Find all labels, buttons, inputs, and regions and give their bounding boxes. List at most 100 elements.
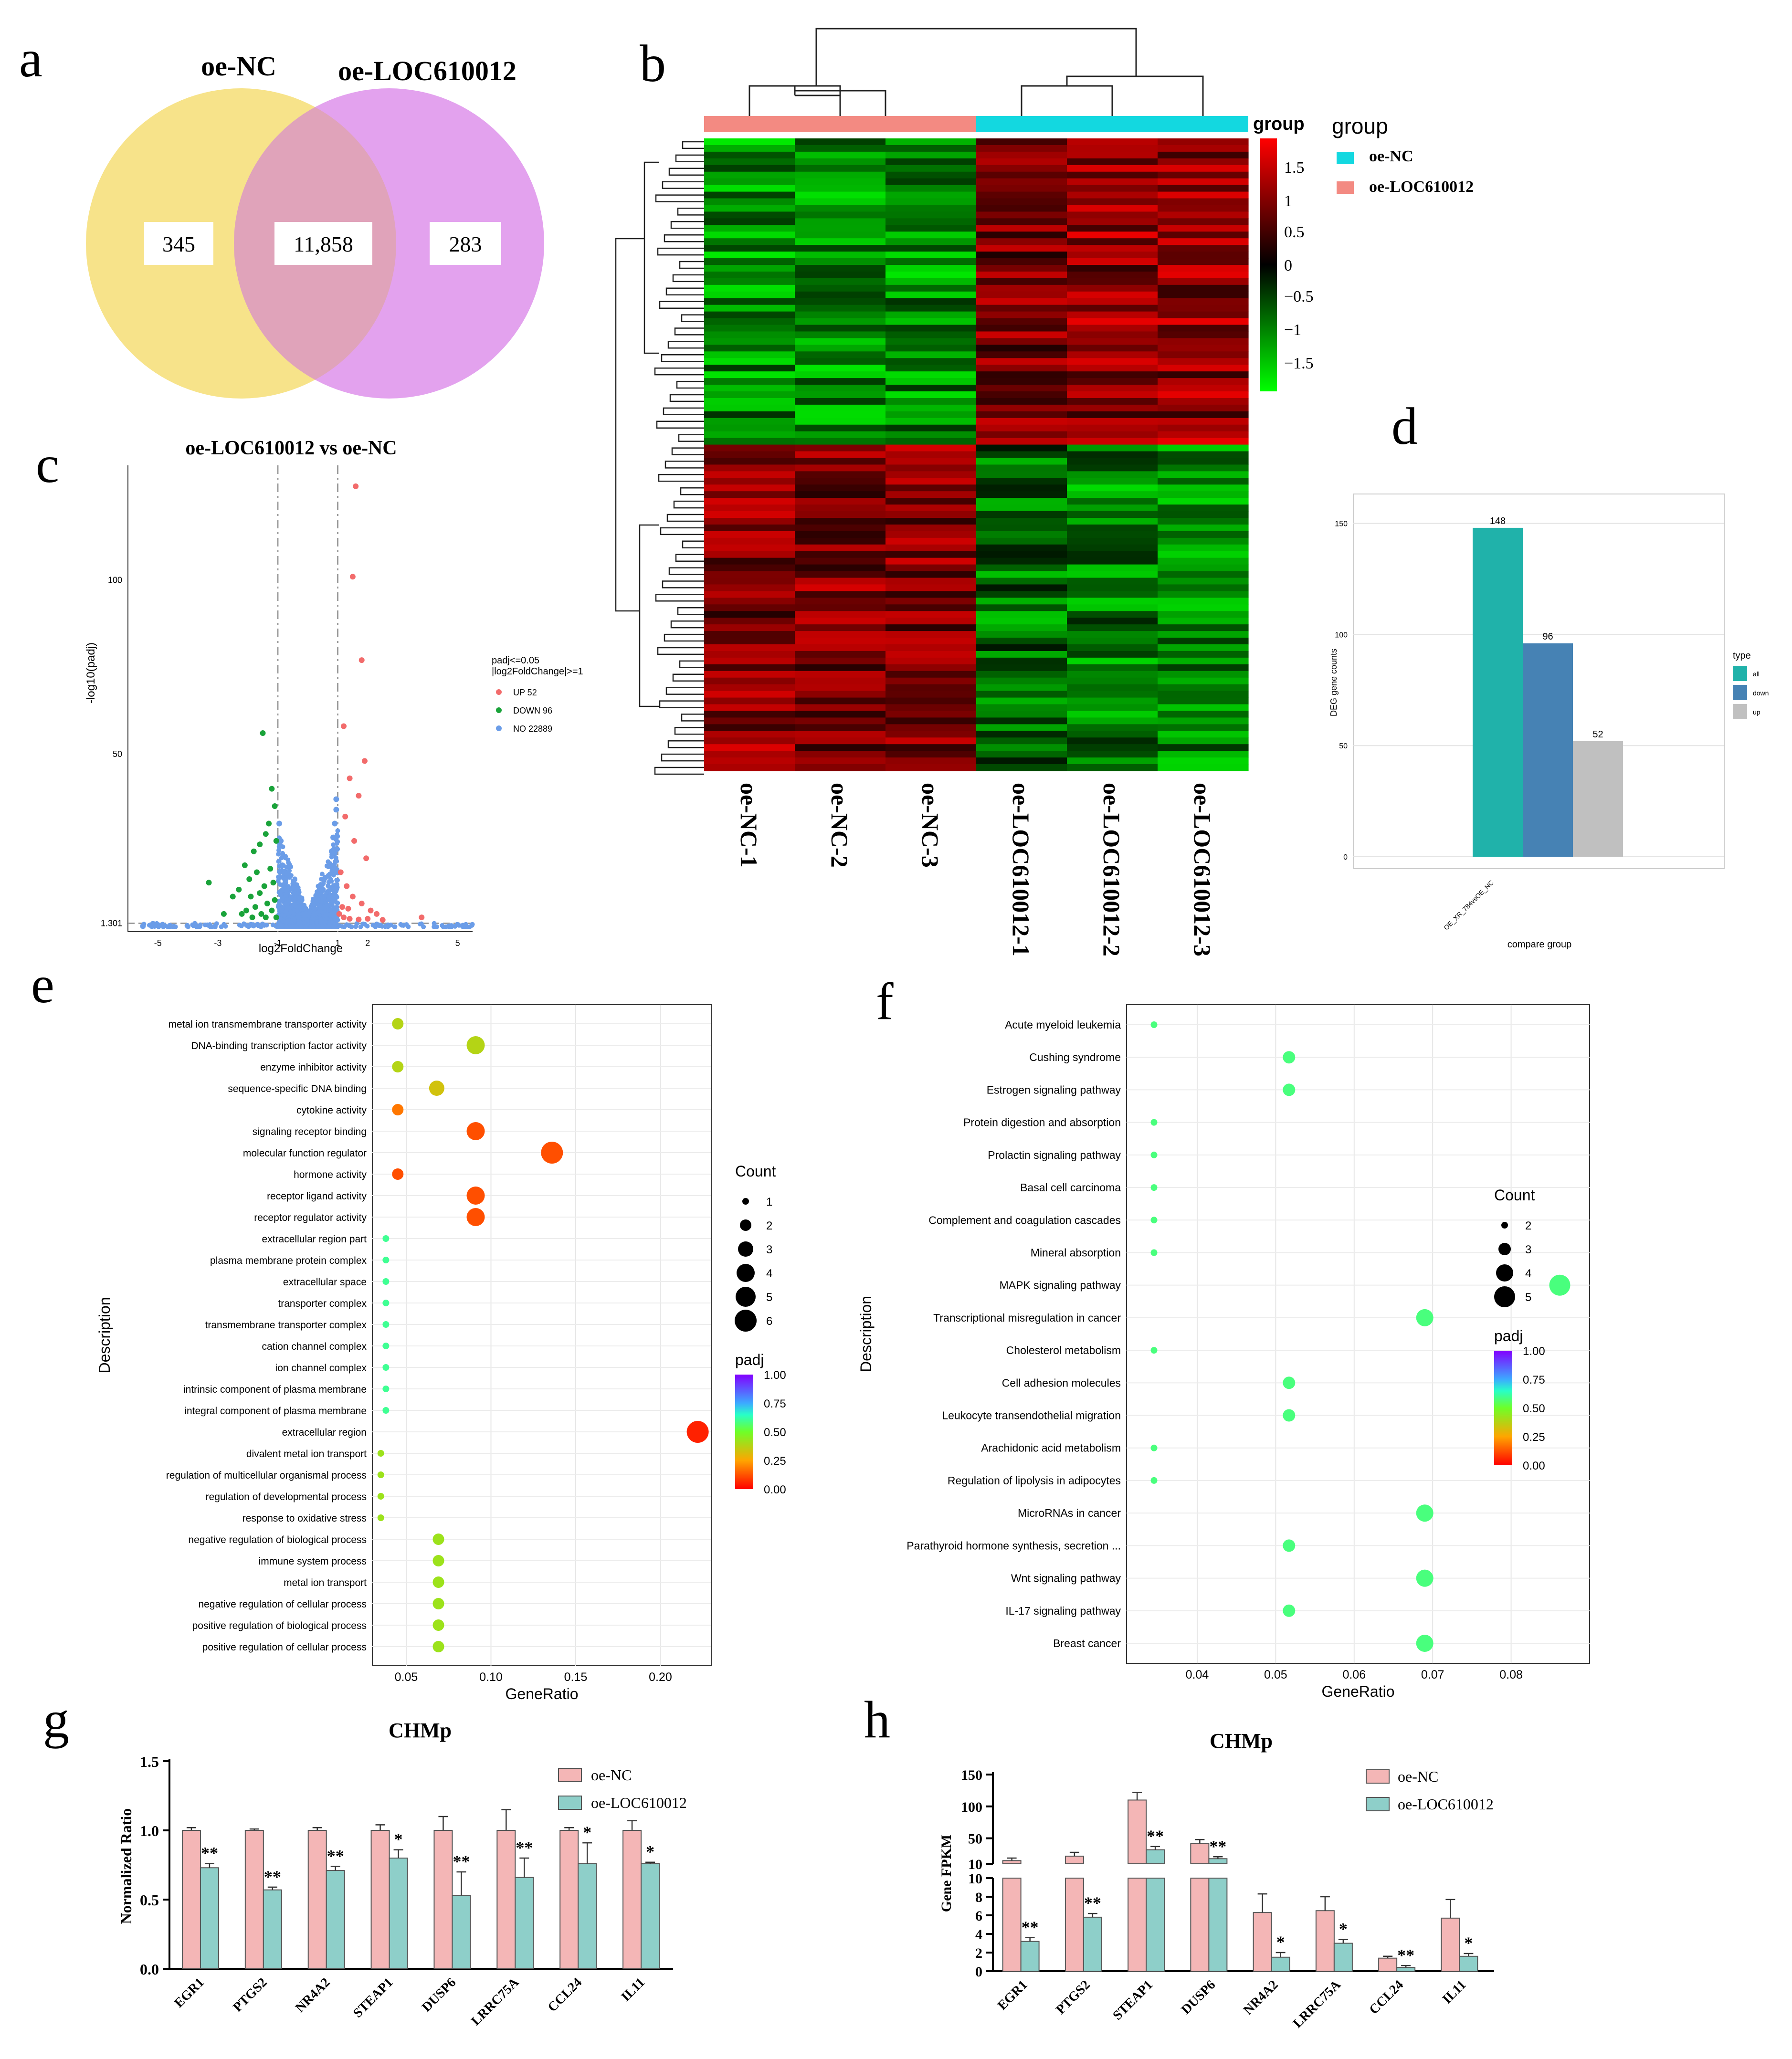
- heatmap-cell: [1158, 165, 1249, 172]
- heatmap-cell: [1067, 431, 1158, 439]
- heatmap-cell: [976, 231, 1067, 239]
- panel-b-heatmap: group oe-NC-1 oe-NC-2 oe-NC-3 oe-LOC610012-1…: [615, 28, 1474, 956]
- volcano-point-no: [432, 924, 437, 929]
- heatmap-cell: [704, 431, 795, 439]
- volcano-point-up: [337, 869, 344, 875]
- dot: [1150, 1021, 1158, 1028]
- term-label: regulation of developmental process: [206, 1492, 367, 1502]
- heatmap-cell: [885, 205, 977, 212]
- heatmap-cell: [795, 404, 886, 412]
- heatmap-cell: [704, 611, 795, 618]
- bar-oe-loc: [1271, 1956, 1290, 1972]
- x-tick-label: NR4A2: [1241, 1977, 1281, 2018]
- heatmap-cell: [1067, 305, 1158, 312]
- heatmap-cell: [704, 511, 795, 518]
- heatmap-cell: [795, 611, 886, 618]
- heatmap-cell: [885, 378, 977, 385]
- dot: [432, 1534, 444, 1545]
- volcano-point-up: [347, 775, 353, 781]
- heatmap-cell: [795, 564, 886, 572]
- legend-label: down: [1753, 689, 1769, 697]
- volcano-point-no: [335, 900, 340, 905]
- group-legend-label: oe-NC: [1369, 147, 1413, 165]
- heatmap-cell: [885, 291, 977, 299]
- legend-label: oe-NC: [1398, 1768, 1438, 1785]
- heatmap-cell: [885, 611, 977, 618]
- dot: [377, 1471, 384, 1478]
- heatmap-cell: [976, 704, 1067, 712]
- color-legend-title: padj: [1494, 1327, 1523, 1345]
- dendrogram-branch: [678, 434, 704, 442]
- legend-label: DOWN 96: [513, 706, 552, 715]
- heatmap-cell: [1158, 591, 1249, 598]
- heatmap-cell: [704, 198, 795, 206]
- heatmap-cell: [1067, 671, 1158, 678]
- plot-area: [1126, 1004, 1590, 1664]
- bar-upper-oe-nc: [1128, 1799, 1147, 1864]
- heatmap-cell: [795, 571, 886, 578]
- heatmap-cell: [1067, 385, 1158, 392]
- heatmap-cell: [976, 711, 1067, 718]
- heatmap-cell: [885, 345, 977, 352]
- heatmap-cell: [704, 518, 795, 525]
- panel-label-e: e: [31, 956, 54, 1014]
- heatmap-cell: [976, 165, 1067, 172]
- heatmap-cell: [885, 604, 977, 611]
- heatmap-cell: [795, 491, 886, 498]
- heatmap-cell: [704, 664, 795, 672]
- heatmap-cell: [1158, 491, 1249, 498]
- heatmap-cell: [704, 258, 795, 265]
- volcano-point-no: [319, 924, 325, 929]
- dendrogram-branch: [677, 208, 704, 216]
- heatmap-cell: [704, 624, 795, 631]
- heatmap-cell: [1158, 424, 1249, 432]
- heatmap-cell: [885, 411, 977, 419]
- colorbar-tick: −1: [1284, 321, 1301, 339]
- heatmap-cell: [976, 684, 1067, 692]
- heatmap-cell: [1067, 291, 1158, 299]
- heatmap-cell: [1158, 511, 1249, 518]
- dendrogram-branch: [679, 261, 704, 269]
- heatmap-cell: [885, 211, 977, 219]
- significance-mark: **: [516, 1838, 533, 1857]
- heatmap-cell: [795, 644, 886, 651]
- heatmap-cell: [1067, 651, 1158, 658]
- volcano-point-no: [332, 889, 337, 894]
- dot: [382, 1343, 390, 1349]
- heatmap-cell: [885, 724, 977, 731]
- y-axis-label: DEG gene counts: [1329, 649, 1339, 716]
- volcano-point-no: [303, 924, 308, 929]
- volcano-point-no: [284, 900, 289, 905]
- heatmap-cell: [1067, 325, 1158, 332]
- heatmap-cell: [885, 185, 977, 192]
- heatmap-column-label: oe-NC-3: [917, 783, 944, 868]
- heatmap-cell: [795, 171, 886, 179]
- heatmap-cell: [976, 598, 1067, 605]
- heatmap-cell: [704, 571, 795, 578]
- volcano-point-no: [318, 882, 323, 887]
- heatmap-cell: [1158, 471, 1249, 478]
- heatmap-cell: [1158, 751, 1249, 758]
- heatmap-cell: [1158, 278, 1249, 285]
- heatmap-cell: [704, 185, 795, 192]
- significance-mark: **: [327, 1846, 344, 1865]
- heatmap-cell: [704, 764, 795, 771]
- volcano-point-no: [326, 896, 331, 901]
- heatmap-cell: [885, 631, 977, 638]
- heatmap-cell: [1067, 611, 1158, 618]
- bar-upper-oe-nc: [1002, 1860, 1022, 1865]
- term-label: Basal cell carcinoma: [1020, 1181, 1121, 1194]
- heatmap-cell: [1158, 651, 1249, 658]
- heatmap-cell: [795, 471, 886, 478]
- heatmap-cell: [976, 358, 1067, 365]
- heatmap-cell: [1067, 252, 1158, 259]
- legend-label: up: [1753, 708, 1760, 716]
- heatmap-cell: [885, 278, 977, 285]
- heatmap-cell: [704, 411, 795, 419]
- heatmap-cell: [885, 438, 977, 445]
- volcano-point-down: [269, 786, 275, 792]
- heatmap-cell: [704, 498, 795, 505]
- heatmap-cell: [1158, 265, 1249, 272]
- bar-oe-nc: [370, 1830, 390, 1969]
- volcano-point-up: [363, 855, 369, 861]
